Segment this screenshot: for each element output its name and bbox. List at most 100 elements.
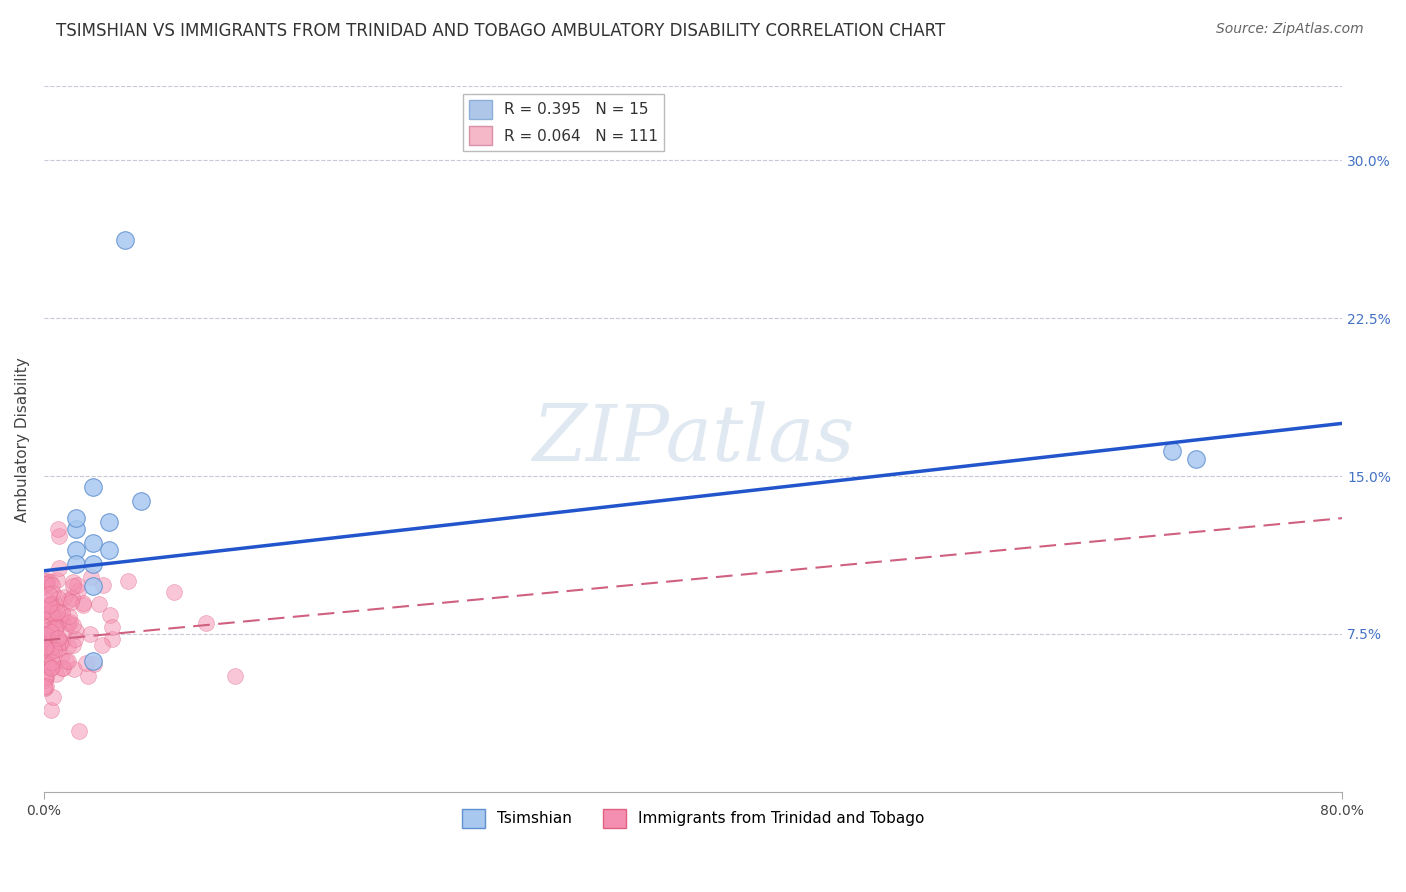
Immigrants from Trinidad and Tobago (51, 614, 73, 628)
Text: ZIPatlas: ZIPatlas (531, 401, 855, 477)
Immigrants from Trinidad and Tobago (46, 574, 69, 588)
Immigrants from Trinidad and Tobago (62, 617, 84, 632)
Immigrants from Trinidad and Tobago (62, 578, 84, 592)
Immigrants from Trinidad and Tobago (34, 626, 56, 640)
Immigrants from Trinidad and Tobago (45, 666, 67, 681)
Tsimshian (1160, 443, 1182, 458)
Immigrants from Trinidad and Tobago (72, 596, 94, 610)
Immigrants from Trinidad and Tobago (37, 574, 59, 589)
Immigrants from Trinidad and Tobago (224, 669, 246, 683)
Immigrants from Trinidad and Tobago (37, 593, 59, 607)
Immigrants from Trinidad and Tobago (46, 642, 69, 657)
Immigrants from Trinidad and Tobago (76, 669, 98, 683)
Immigrants from Trinidad and Tobago (38, 660, 60, 674)
Immigrants from Trinidad and Tobago (35, 639, 58, 653)
Immigrants from Trinidad and Tobago (60, 591, 83, 606)
Immigrants from Trinidad and Tobago (58, 654, 80, 668)
Immigrants from Trinidad and Tobago (37, 636, 59, 650)
Immigrants from Trinidad and Tobago (35, 679, 58, 693)
Immigrants from Trinidad and Tobago (60, 595, 83, 609)
Tsimshian (82, 536, 104, 550)
Immigrants from Trinidad and Tobago (39, 661, 62, 675)
Immigrants from Trinidad and Tobago (91, 578, 114, 592)
Tsimshian (65, 558, 87, 572)
Immigrants from Trinidad and Tobago (34, 639, 56, 653)
Immigrants from Trinidad and Tobago (37, 623, 59, 637)
Immigrants from Trinidad and Tobago (46, 591, 69, 605)
Immigrants from Trinidad and Tobago (37, 659, 59, 673)
Text: Source: ZipAtlas.com: Source: ZipAtlas.com (1216, 22, 1364, 37)
Immigrants from Trinidad and Tobago (39, 597, 62, 611)
Text: TSIMSHIAN VS IMMIGRANTS FROM TRINIDAD AND TOBAGO AMBULATORY DISABILITY CORRELATI: TSIMSHIAN VS IMMIGRANTS FROM TRINIDAD AN… (56, 22, 945, 40)
Immigrants from Trinidad and Tobago (90, 638, 112, 652)
Immigrants from Trinidad and Tobago (35, 574, 58, 588)
Immigrants from Trinidad and Tobago (58, 608, 80, 623)
Immigrants from Trinidad and Tobago (163, 585, 186, 599)
Immigrants from Trinidad and Tobago (42, 690, 65, 704)
Tsimshian (114, 233, 136, 247)
Immigrants from Trinidad and Tobago (65, 624, 87, 639)
Immigrants from Trinidad and Tobago (34, 579, 56, 593)
Immigrants from Trinidad and Tobago (44, 643, 66, 657)
Immigrants from Trinidad and Tobago (37, 638, 59, 652)
Tsimshian (65, 542, 87, 557)
Immigrants from Trinidad and Tobago (67, 724, 90, 739)
Tsimshian (1185, 452, 1208, 467)
Immigrants from Trinidad and Tobago (53, 622, 76, 636)
Immigrants from Trinidad and Tobago (45, 620, 67, 634)
Immigrants from Trinidad and Tobago (34, 680, 56, 694)
Legend: Tsimshian, Immigrants from Trinidad and Tobago: Tsimshian, Immigrants from Trinidad and … (456, 803, 931, 834)
Immigrants from Trinidad and Tobago (49, 634, 72, 648)
Immigrants from Trinidad and Tobago (39, 605, 62, 619)
Immigrants from Trinidad and Tobago (39, 609, 62, 624)
Immigrants from Trinidad and Tobago (34, 673, 56, 687)
Immigrants from Trinidad and Tobago (38, 614, 60, 628)
Immigrants from Trinidad and Tobago (39, 703, 62, 717)
Immigrants from Trinidad and Tobago (41, 660, 63, 674)
Immigrants from Trinidad and Tobago (117, 574, 139, 589)
Immigrants from Trinidad and Tobago (51, 635, 73, 649)
Immigrants from Trinidad and Tobago (66, 578, 89, 592)
Immigrants from Trinidad and Tobago (63, 662, 86, 676)
Immigrants from Trinidad and Tobago (58, 592, 80, 607)
Immigrants from Trinidad and Tobago (35, 670, 58, 684)
Immigrants from Trinidad and Tobago (42, 607, 65, 622)
Immigrants from Trinidad and Tobago (35, 657, 58, 672)
Immigrants from Trinidad and Tobago (51, 650, 73, 665)
Immigrants from Trinidad and Tobago (83, 657, 105, 672)
Immigrants from Trinidad and Tobago (34, 603, 56, 617)
Immigrants from Trinidad and Tobago (35, 628, 58, 642)
Immigrants from Trinidad and Tobago (79, 570, 101, 584)
Immigrants from Trinidad and Tobago (42, 640, 65, 654)
Immigrants from Trinidad and Tobago (51, 661, 73, 675)
Immigrants from Trinidad and Tobago (37, 641, 59, 656)
Tsimshian (129, 494, 152, 508)
Immigrants from Trinidad and Tobago (41, 607, 63, 621)
Immigrants from Trinidad and Tobago (38, 587, 60, 601)
Immigrants from Trinidad and Tobago (56, 639, 79, 653)
Tsimshian (82, 654, 104, 668)
Immigrants from Trinidad and Tobago (65, 632, 87, 646)
Immigrants from Trinidad and Tobago (34, 681, 56, 696)
Immigrants from Trinidad and Tobago (41, 655, 63, 669)
Immigrants from Trinidad and Tobago (34, 641, 56, 656)
Immigrants from Trinidad and Tobago (101, 632, 124, 646)
Immigrants from Trinidad and Tobago (34, 648, 56, 663)
Immigrants from Trinidad and Tobago (39, 624, 62, 639)
Immigrants from Trinidad and Tobago (79, 627, 101, 641)
Immigrants from Trinidad and Tobago (46, 606, 69, 620)
Immigrants from Trinidad and Tobago (46, 631, 69, 645)
Immigrants from Trinidad and Tobago (39, 645, 62, 659)
Immigrants from Trinidad and Tobago (32, 603, 55, 617)
Immigrants from Trinidad and Tobago (58, 615, 80, 629)
Immigrants from Trinidad and Tobago (41, 578, 63, 592)
Tsimshian (82, 578, 104, 592)
Tsimshian (65, 511, 87, 525)
Immigrants from Trinidad and Tobago (67, 584, 90, 599)
Immigrants from Trinidad and Tobago (48, 561, 70, 575)
Immigrants from Trinidad and Tobago (48, 632, 70, 646)
Immigrants from Trinidad and Tobago (75, 656, 97, 670)
Immigrants from Trinidad and Tobago (98, 608, 121, 623)
Y-axis label: Ambulatory Disability: Ambulatory Disability (15, 357, 30, 522)
Immigrants from Trinidad and Tobago (195, 616, 218, 631)
